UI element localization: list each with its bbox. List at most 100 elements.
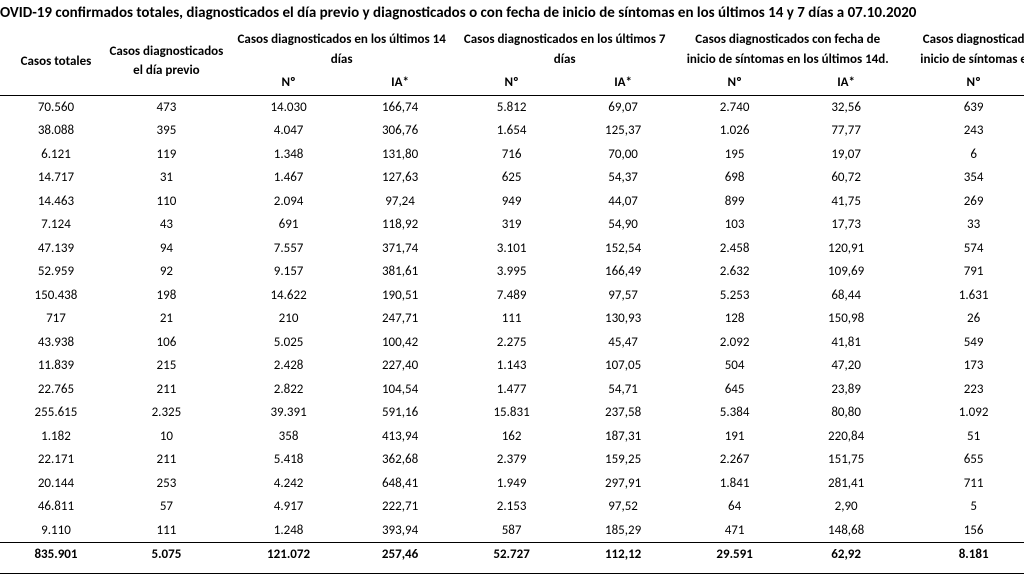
cell-14d-n: 691 bbox=[230, 213, 347, 237]
cell-s14-n: 2.092 bbox=[676, 331, 793, 355]
cell-total: 22.171 bbox=[9, 448, 102, 472]
cell-total: 255.615 bbox=[9, 401, 102, 425]
cell-7d-n: 2.153 bbox=[453, 495, 570, 519]
cell-s14-ia: 47,20 bbox=[793, 354, 899, 378]
hdr-dia-previo: Casos diagnosticados el día previo bbox=[103, 28, 230, 95]
table-row: 71721210247,71111130,93128150,9826 bbox=[0, 307, 1024, 331]
cell-prev: 43 bbox=[103, 213, 230, 237]
hdr-s14-n: Nº bbox=[676, 71, 793, 95]
cell-14d-n: 5.025 bbox=[230, 331, 347, 355]
cell-14d-n: 39.391 bbox=[230, 401, 347, 425]
cell-7d-ia: 107,05 bbox=[570, 354, 676, 378]
cell-prev: 111 bbox=[103, 519, 230, 543]
cell-scut-n: 6 bbox=[899, 143, 1024, 167]
cell-14d-ia: 97,24 bbox=[347, 190, 453, 214]
cell-total: 22.765 bbox=[9, 378, 102, 402]
table-row: 6.1211191.348131,8071670,0019519,076 bbox=[0, 143, 1024, 167]
hdr-grp-7d: Casos diagnosticados en los últimos 7 dí… bbox=[453, 28, 676, 71]
table-total-row: 835.9015.075121.072257,4652.727112,1229.… bbox=[0, 543, 1024, 567]
cell-scut-n: 26 bbox=[899, 307, 1024, 331]
cell-14d-ia: 393,94 bbox=[347, 519, 453, 543]
cell-14d-n: 1.248 bbox=[230, 519, 347, 543]
total-total: 835.901 bbox=[9, 543, 102, 567]
cell-prev: 473 bbox=[103, 95, 230, 119]
cell-7d-ia: 125,37 bbox=[570, 119, 676, 143]
cell-s14-ia: 148,68 bbox=[793, 519, 899, 543]
cell-7d-n: 7.489 bbox=[453, 284, 570, 308]
cell-14d-ia: 247,71 bbox=[347, 307, 453, 331]
cell-total: 6.121 bbox=[9, 143, 102, 167]
cell-7d-ia: 44,07 bbox=[570, 190, 676, 214]
covid-table: Casos totales Casos diagnosticados el dí… bbox=[0, 28, 1024, 567]
table-row: 47.139947.557371,743.101152,542.458120,9… bbox=[0, 237, 1024, 261]
cell-total: 43.938 bbox=[9, 331, 102, 355]
cell-7d-ia: 54,90 bbox=[570, 213, 676, 237]
cell-14d-n: 210 bbox=[230, 307, 347, 331]
cell-total: 717 bbox=[9, 307, 102, 331]
cell-total: 9.110 bbox=[9, 519, 102, 543]
cell-s14-n: 195 bbox=[676, 143, 793, 167]
cell-s14-n: 5.384 bbox=[676, 401, 793, 425]
cell-7d-ia: 159,25 bbox=[570, 448, 676, 472]
cell-7d-ia: 69,07 bbox=[570, 95, 676, 119]
cell-prev: 10 bbox=[103, 425, 230, 449]
cell-prev: 21 bbox=[103, 307, 230, 331]
cell-total: 52.959 bbox=[9, 260, 102, 284]
cell-7d-ia: 187,31 bbox=[570, 425, 676, 449]
hdr-grp-sintomas-cut: Casos diagnosticadinicio de síntomas e bbox=[899, 28, 1024, 71]
cell-prev: 211 bbox=[103, 378, 230, 402]
cell-14d-n: 4.242 bbox=[230, 472, 347, 496]
cell-total: 20.144 bbox=[9, 472, 102, 496]
cell-7d-n: 1.143 bbox=[453, 354, 570, 378]
cell-14d-n: 4.047 bbox=[230, 119, 347, 143]
hdr-casos-totales: Casos totales bbox=[9, 28, 102, 95]
cell-s14-n: 2.267 bbox=[676, 448, 793, 472]
cell-7d-n: 111 bbox=[453, 307, 570, 331]
cell-14d-n: 14.622 bbox=[230, 284, 347, 308]
cell-prev: 57 bbox=[103, 495, 230, 519]
cell-7d-ia: 152,54 bbox=[570, 237, 676, 261]
table-row: 43.9381065.025100,422.27545,472.09241,81… bbox=[0, 331, 1024, 355]
cell-7d-n: 949 bbox=[453, 190, 570, 214]
footnote: ulada (casos diagnosticados/100.000 habi… bbox=[0, 573, 1024, 576]
cell-14d-ia: 100,42 bbox=[347, 331, 453, 355]
cell-14d-n: 2.822 bbox=[230, 378, 347, 402]
cell-7d-ia: 166,49 bbox=[570, 260, 676, 284]
cell-s14-ia: 281,41 bbox=[793, 472, 899, 496]
cell-s14-ia: 32,56 bbox=[793, 95, 899, 119]
cell-prev: 119 bbox=[103, 143, 230, 167]
total-7d-n: 52.727 bbox=[453, 543, 570, 567]
cell-s14-ia: 68,44 bbox=[793, 284, 899, 308]
cell-prev: 211 bbox=[103, 448, 230, 472]
table-row: 14.717311.467127,6362554,3769860,72354 bbox=[0, 166, 1024, 190]
cell-7d-ia: 297,91 bbox=[570, 472, 676, 496]
cell-14d-n: 7.557 bbox=[230, 237, 347, 261]
cell-14d-ia: 127,63 bbox=[347, 166, 453, 190]
hdr-14d-ia: IA* bbox=[347, 71, 453, 95]
cell-14d-ia: 131,80 bbox=[347, 143, 453, 167]
cell-7d-n: 587 bbox=[453, 519, 570, 543]
cell-prev: 92 bbox=[103, 260, 230, 284]
table-row: 150.43819814.622190,517.48997,575.25368,… bbox=[0, 284, 1024, 308]
cell-scut-n: 354 bbox=[899, 166, 1024, 190]
cell-7d-n: 162 bbox=[453, 425, 570, 449]
cell-s14-ia: 17,73 bbox=[793, 213, 899, 237]
cell-s14-n: 2.632 bbox=[676, 260, 793, 284]
cell-total: 14.463 bbox=[9, 190, 102, 214]
cell-14d-n: 2.094 bbox=[230, 190, 347, 214]
cell-7d-n: 2.275 bbox=[453, 331, 570, 355]
hdr-7d-ia: IA* bbox=[570, 71, 676, 95]
total-scut-n: 8.181 bbox=[899, 543, 1024, 567]
cell-scut-n: 655 bbox=[899, 448, 1024, 472]
cell-s14-ia: 41,81 bbox=[793, 331, 899, 355]
cell-7d-n: 3.995 bbox=[453, 260, 570, 284]
cell-7d-ia: 54,37 bbox=[570, 166, 676, 190]
cell-prev: 215 bbox=[103, 354, 230, 378]
cell-14d-n: 1.467 bbox=[230, 166, 347, 190]
table-row: 20.1442534.242648,411.949297,911.841281,… bbox=[0, 472, 1024, 496]
cell-s14-ia: 60,72 bbox=[793, 166, 899, 190]
cell-14d-ia: 306,76 bbox=[347, 119, 453, 143]
cell-s14-n: 504 bbox=[676, 354, 793, 378]
cell-total: 14.717 bbox=[9, 166, 102, 190]
cell-prev: 94 bbox=[103, 237, 230, 261]
